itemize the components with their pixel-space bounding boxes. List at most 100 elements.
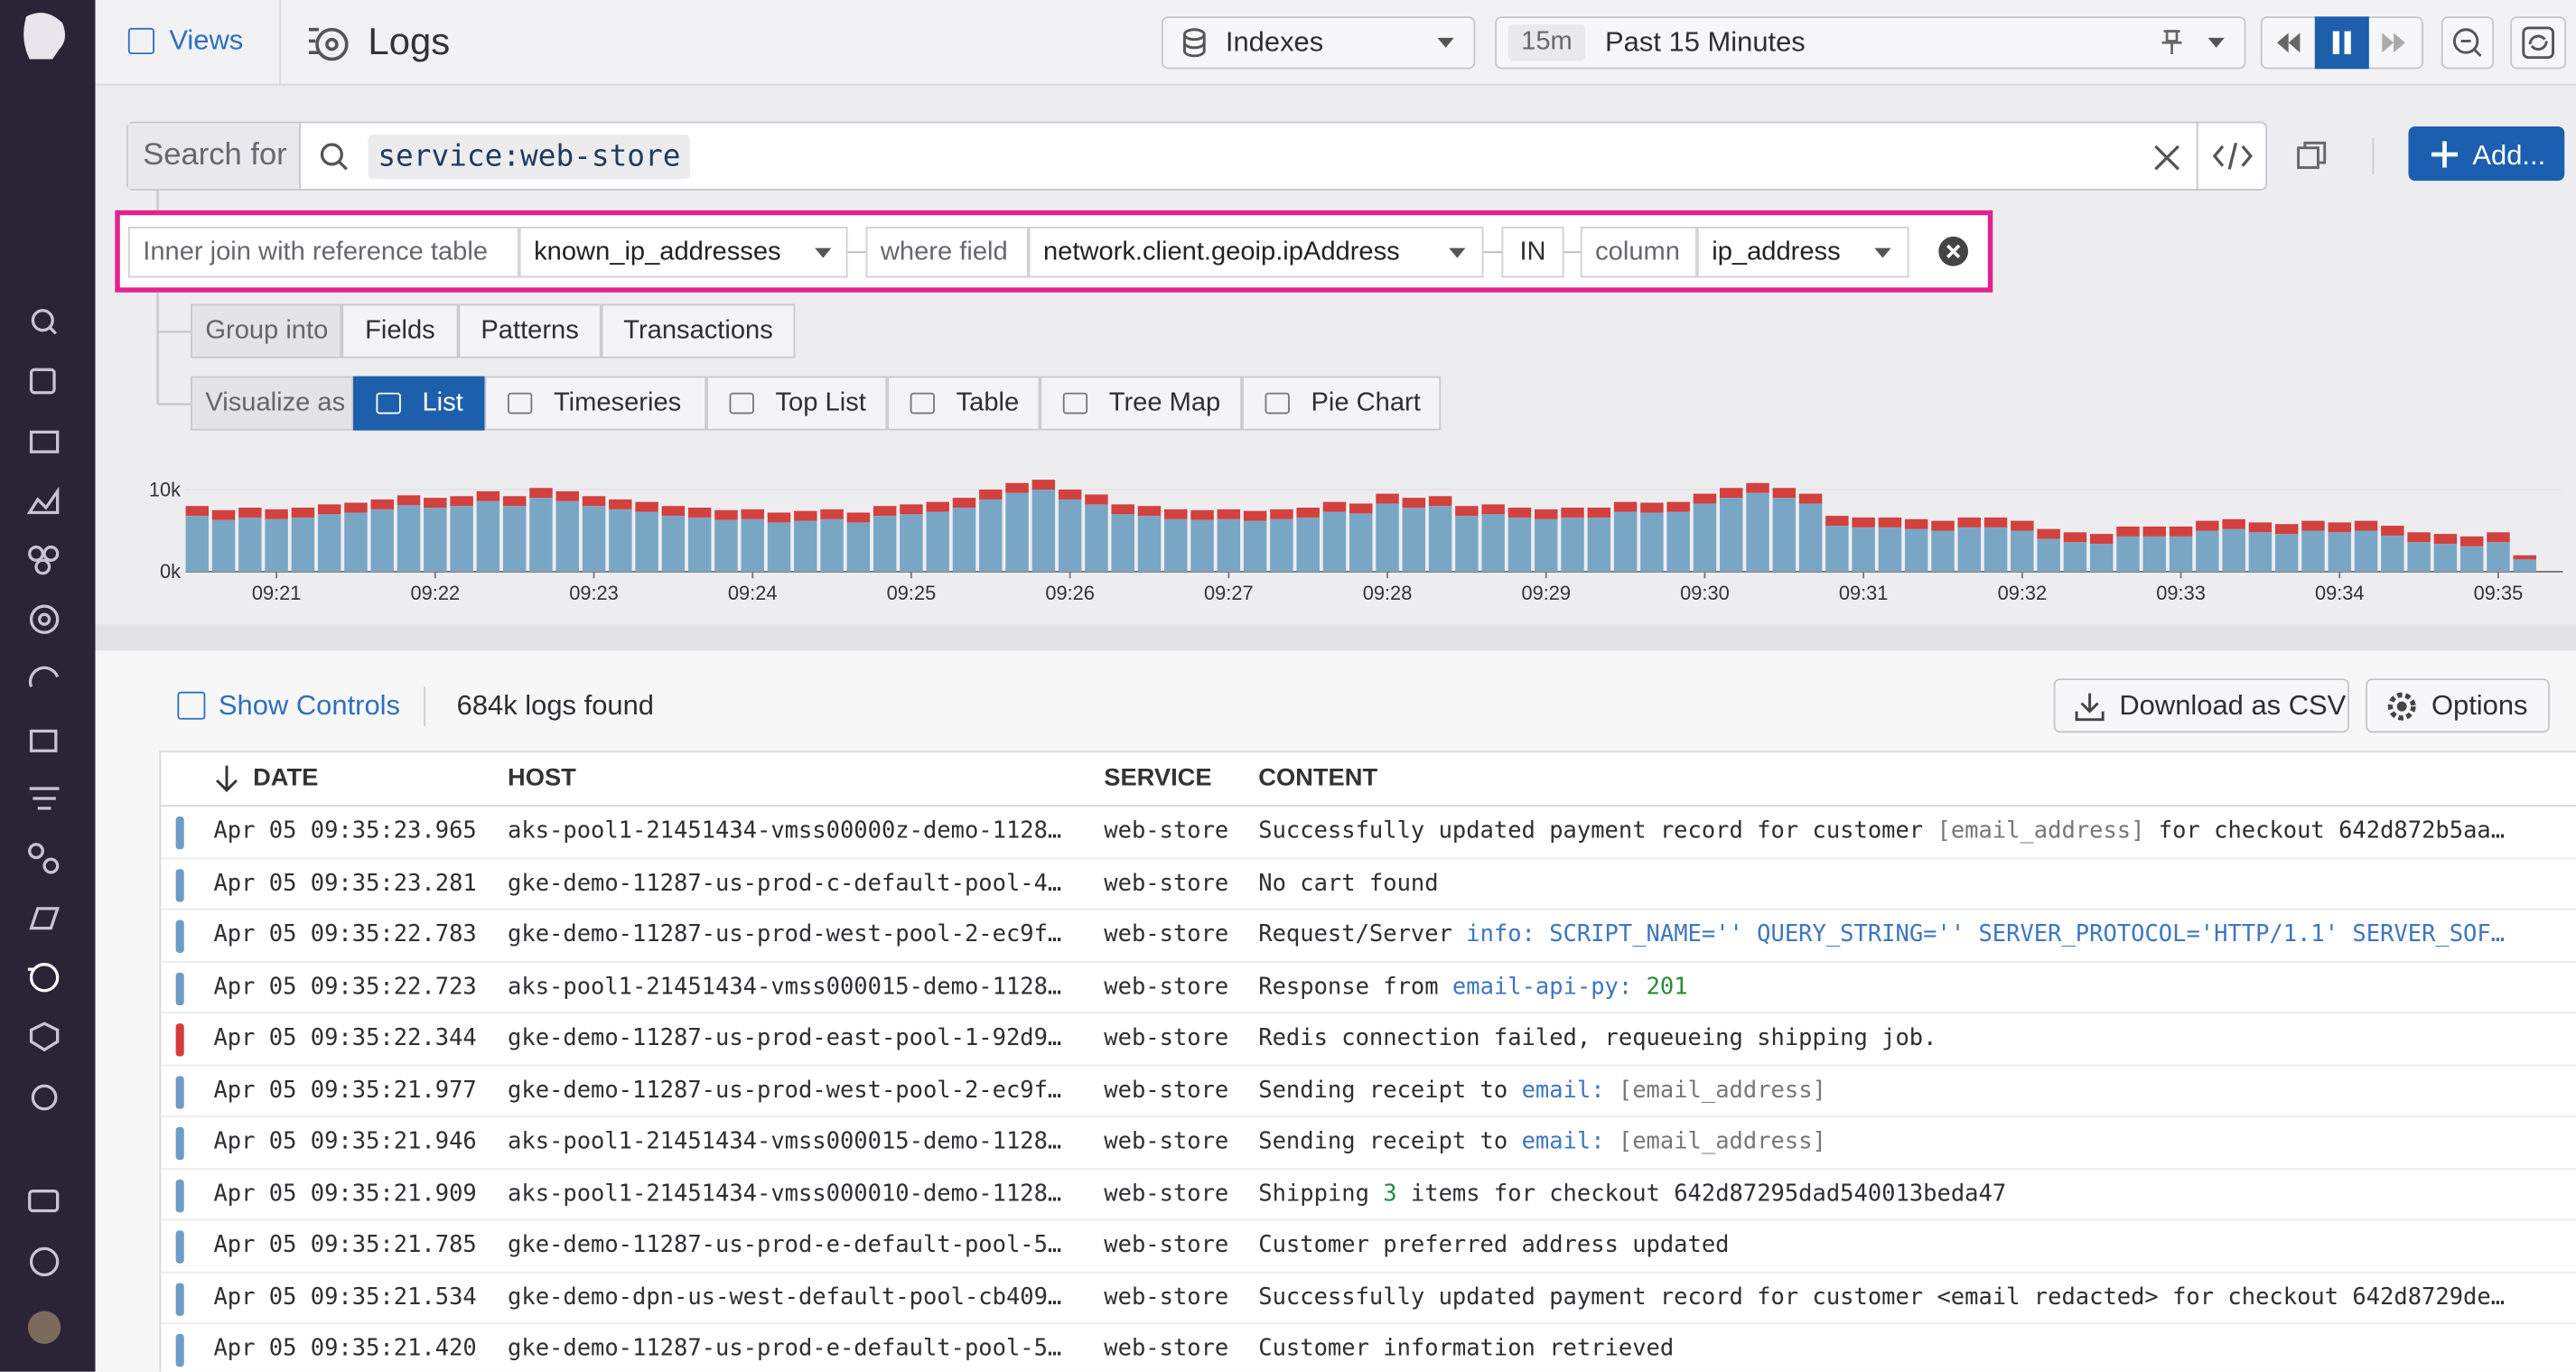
bar-segment <box>2301 530 2325 572</box>
log-row[interactable] <box>161 1273 2576 1325</box>
log-row[interactable] <box>161 807 2576 859</box>
bar-segment <box>1058 490 1082 499</box>
log-row[interactable] <box>161 1220 2576 1273</box>
log-row[interactable] <box>161 962 2576 1014</box>
bar-segment <box>1190 509 1214 520</box>
bar-segment <box>397 495 421 506</box>
bar-segment <box>555 500 579 572</box>
sort-icon[interactable] <box>212 762 242 795</box>
content-segment: info: SCRIPT_NAME='' QUERY_STRING='' SER… <box>1466 921 2506 948</box>
pin-icon[interactable] <box>2159 28 2185 58</box>
bar-segment <box>979 490 1003 499</box>
log-date: Apr 05 09:35:21.420 <box>213 1335 477 1362</box>
bar-segment <box>900 504 923 515</box>
x-tick-label: 09:23 <box>569 582 619 604</box>
indexes-select[interactable] <box>1161 16 1476 70</box>
x-tick-label: 09:25 <box>887 582 937 604</box>
column-header[interactable]: HOST <box>508 763 576 792</box>
page-title: Logs <box>368 19 451 63</box>
bar-segment <box>2381 526 2404 536</box>
time-range: Past 15 Minutes <box>1605 26 1806 58</box>
bar-segment <box>1878 527 1902 572</box>
visualize-option[interactable] <box>1040 376 1243 431</box>
zoom-out-button[interactable] <box>2441 16 2495 70</box>
bar-segment <box>1693 493 1717 504</box>
log-row[interactable] <box>161 1013 2576 1066</box>
bar-segment <box>1111 514 1134 572</box>
log-row[interactable] <box>161 1169 2576 1221</box>
bar-segment <box>1640 512 1664 572</box>
group-option[interactable]: Fields <box>341 303 459 359</box>
bar-segment <box>1217 518 1241 572</box>
x-tick-label: 09:29 <box>1521 582 1571 604</box>
code-toggle[interactable] <box>2211 138 2254 174</box>
sidebar <box>0 0 96 1372</box>
field-select[interactable]: network.client.geoip.ipAddress <box>1028 227 1484 278</box>
copy-button[interactable] <box>2293 138 2329 174</box>
content-segment: Redis connection failed, requeueing ship… <box>1258 1024 1937 1052</box>
log-service: web-store <box>1104 1024 1229 1052</box>
reference-table-select[interactable]: known_ip_addresses <box>518 227 848 278</box>
bar-segment <box>370 499 394 509</box>
group-option[interactable]: Patterns <box>458 303 602 359</box>
refresh-button[interactable] <box>2510 16 2567 70</box>
bar-segment <box>2063 542 2087 572</box>
log-row[interactable] <box>161 910 2576 962</box>
views-link[interactable]: Views <box>169 24 244 56</box>
bar-segment <box>2063 532 2087 543</box>
show-controls[interactable]: Show Controls <box>218 689 401 722</box>
bar-segment <box>979 499 1003 572</box>
search-query[interactable]: service:web-store <box>368 135 691 180</box>
remove-join[interactable] <box>1937 235 1969 267</box>
log-row[interactable] <box>161 858 2576 910</box>
options-button[interactable] <box>2366 678 2550 733</box>
log-content: Customer information retrieved <box>1258 1324 2540 1372</box>
column-header[interactable]: CONTENT <box>1258 763 1378 792</box>
bar-segment <box>1746 492 1769 572</box>
log-row[interactable] <box>161 1117 2576 1170</box>
playback-icons[interactable] <box>2261 16 2423 70</box>
visualize-option[interactable] <box>484 376 707 431</box>
bar-segment <box>1613 511 1638 572</box>
column-header[interactable]: DATE <box>253 763 319 792</box>
bar-segment <box>582 496 606 507</box>
bar-segment <box>2487 542 2510 572</box>
add-label: Add... <box>2472 139 2546 172</box>
time-select[interactable] <box>1495 16 2246 70</box>
bar-segment <box>1111 504 1134 515</box>
log-content: No cart found <box>1258 858 2540 909</box>
bar-segment <box>1693 503 1717 572</box>
content-segment: Customer information retrieved <box>1258 1335 1675 1362</box>
group-option[interactable]: Transactions <box>601 303 796 359</box>
visualize-option[interactable] <box>706 376 888 431</box>
bar-segment <box>1535 518 1558 572</box>
column-select[interactable]: ip_address <box>1696 227 1909 278</box>
connector <box>1483 251 1502 254</box>
bar-segment <box>846 512 871 523</box>
visualize-option[interactable] <box>353 376 485 431</box>
bar-segment <box>1376 503 1399 572</box>
log-service: web-store <box>1104 921 1229 948</box>
divider <box>279 0 282 86</box>
bar-segment <box>1005 482 1029 493</box>
bar-segment <box>1243 510 1267 521</box>
download-button[interactable] <box>2053 678 2349 733</box>
content-segment: 201 <box>1646 973 1688 1000</box>
visualize-option[interactable] <box>1242 376 1442 431</box>
gear-icon <box>2387 692 2416 721</box>
bar-segment <box>687 508 712 518</box>
bar-segment <box>211 509 236 520</box>
bar-segment <box>1243 520 1267 572</box>
x-tick-label: 09:24 <box>728 582 778 604</box>
visualize-option[interactable] <box>887 376 1041 431</box>
x-tick-label: 09:28 <box>1363 582 1413 604</box>
clear-search[interactable] <box>2149 140 2185 176</box>
caret <box>1437 37 1454 48</box>
log-row[interactable] <box>161 1066 2576 1117</box>
column-header[interactable]: SERVICE <box>1104 763 1212 792</box>
bar-segment <box>582 506 606 572</box>
content-segment: 3 <box>1383 1180 1397 1207</box>
content-segment: Customer preferred address updated <box>1258 1232 1730 1259</box>
bar-segment <box>265 518 288 572</box>
